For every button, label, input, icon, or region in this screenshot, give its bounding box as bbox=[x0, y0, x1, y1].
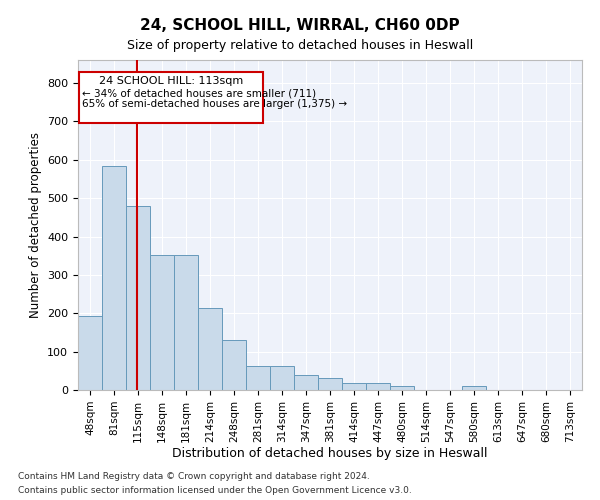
Bar bbox=[78, 316, 102, 390]
Text: 24 SCHOOL HILL: 113sqm: 24 SCHOOL HILL: 113sqm bbox=[99, 76, 243, 86]
Text: Contains HM Land Registry data © Crown copyright and database right 2024.: Contains HM Land Registry data © Crown c… bbox=[18, 472, 370, 481]
Bar bbox=[174, 255, 198, 390]
Bar bbox=[318, 378, 342, 390]
Bar bbox=[462, 386, 486, 390]
Text: 65% of semi-detached houses are larger (1,375) →: 65% of semi-detached houses are larger (… bbox=[82, 99, 347, 109]
Bar bbox=[222, 340, 246, 390]
Y-axis label: Number of detached properties: Number of detached properties bbox=[29, 132, 41, 318]
Bar bbox=[150, 255, 174, 390]
Bar bbox=[198, 308, 222, 390]
Bar bbox=[246, 366, 270, 390]
Text: 24, SCHOOL HILL, WIRRAL, CH60 0DP: 24, SCHOOL HILL, WIRRAL, CH60 0DP bbox=[140, 18, 460, 32]
Text: ← 34% of detached houses are smaller (711): ← 34% of detached houses are smaller (71… bbox=[82, 89, 316, 99]
Bar bbox=[126, 206, 150, 390]
Bar bbox=[270, 366, 294, 390]
Bar bbox=[390, 386, 414, 390]
Bar bbox=[342, 384, 366, 390]
Bar bbox=[102, 166, 126, 390]
Text: Size of property relative to detached houses in Heswall: Size of property relative to detached ho… bbox=[127, 39, 473, 52]
Bar bbox=[294, 374, 318, 390]
Text: Contains public sector information licensed under the Open Government Licence v3: Contains public sector information licen… bbox=[18, 486, 412, 495]
X-axis label: Distribution of detached houses by size in Heswall: Distribution of detached houses by size … bbox=[172, 448, 488, 460]
FancyBboxPatch shape bbox=[79, 72, 263, 124]
Bar bbox=[366, 384, 390, 390]
